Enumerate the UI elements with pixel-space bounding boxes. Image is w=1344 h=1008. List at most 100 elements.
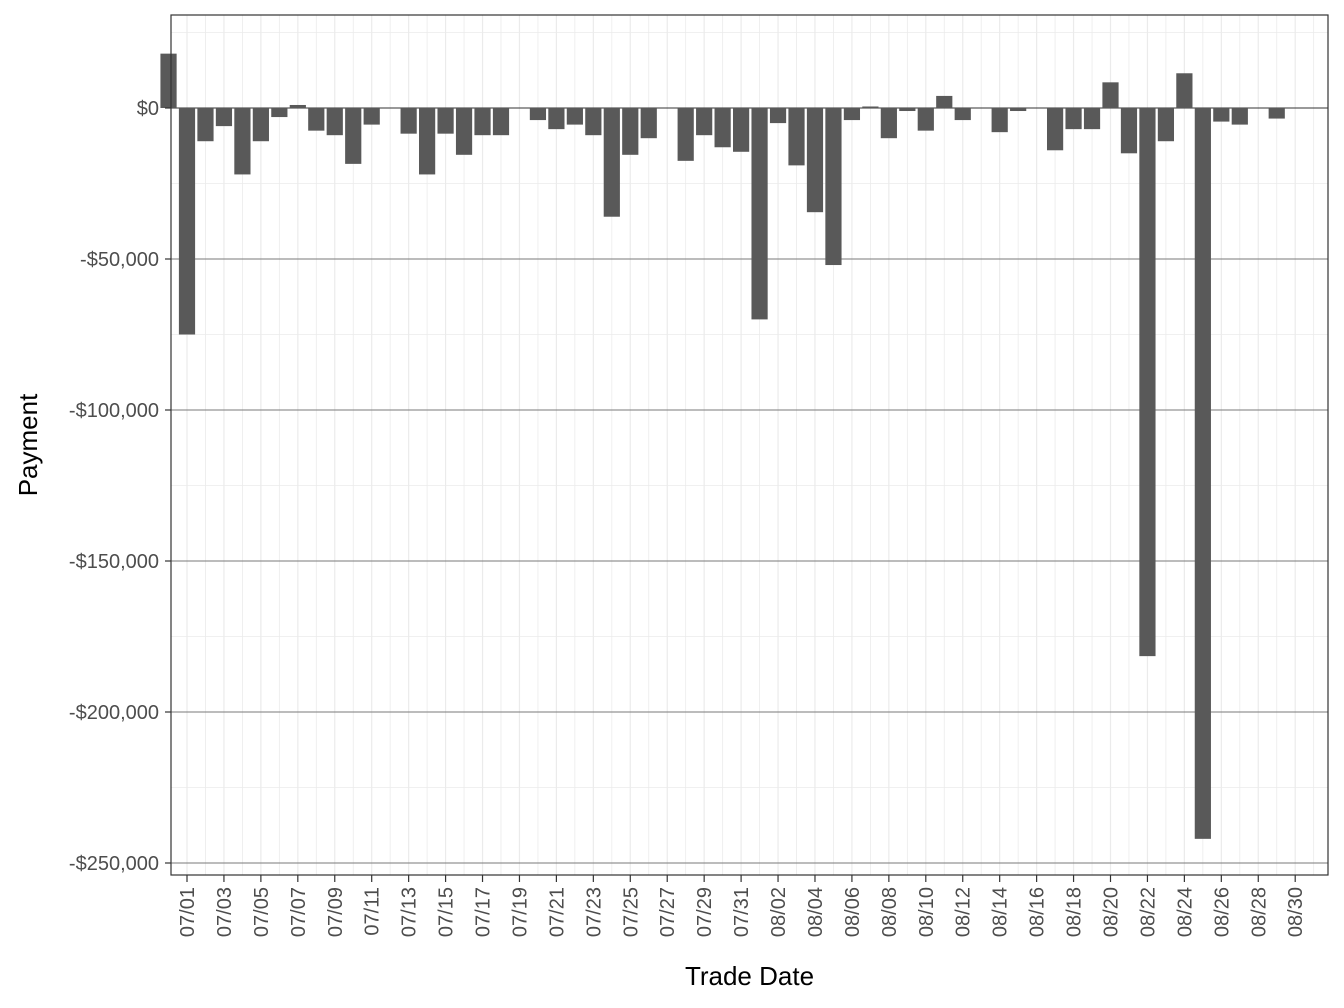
x-tick-label: 08/10 <box>916 887 938 937</box>
bar-08-22 <box>1139 108 1156 657</box>
bar-07-07 <box>289 104 306 108</box>
x-tick-label: 07/11 <box>362 887 384 936</box>
x-tick-label: 07/31 <box>731 887 753 937</box>
x-tick-label: 08/30 <box>1285 887 1307 937</box>
bar-08-05 <box>825 108 842 266</box>
x-tick-label: 07/19 <box>509 887 531 937</box>
x-tick-label: 08/26 <box>1211 887 1233 937</box>
x-axis: 07/01 07/03 07/05 07/07 07/09 07/11 07/13 07/15… <box>177 875 1307 937</box>
bar-08-23 <box>1157 108 1175 142</box>
y-tick-label: -$150,000 <box>69 551 159 573</box>
x-tick-label: 08/18 <box>1064 887 1086 937</box>
bar-08-15 <box>1010 108 1027 112</box>
x-tick-label: 07/15 <box>436 887 458 937</box>
bar-07-04 <box>234 108 251 175</box>
bar-08-12 <box>954 108 971 121</box>
y-tick-label: -$250,000 <box>69 853 159 875</box>
y-tick-label: -$100,000 <box>69 400 159 422</box>
y-axis-title: Payment <box>13 393 43 496</box>
bar-08-06 <box>843 108 861 121</box>
x-tick-label: 08/20 <box>1101 887 1123 937</box>
x-tick-label: 07/27 <box>657 887 679 937</box>
bar-07-25 <box>622 108 639 155</box>
x-axis-title: Trade Date <box>685 961 814 991</box>
x-tick-label: 08/12 <box>953 887 975 937</box>
bar-08-10 <box>917 108 934 131</box>
y-tick-label: -$200,000 <box>69 702 159 724</box>
x-tick-label: 07/07 <box>288 887 310 937</box>
x-tick-label: 07/05 <box>251 887 273 937</box>
x-tick-label: 08/22 <box>1137 887 1159 937</box>
bar-08-18 <box>1065 108 1082 130</box>
bar-08-11 <box>936 95 953 108</box>
bar-08-07 <box>862 106 879 108</box>
bar-08-08 <box>880 108 897 139</box>
bar-07-02 <box>197 108 214 142</box>
x-tick-label: 07/03 <box>214 887 236 937</box>
bar-08-02 <box>769 108 787 124</box>
x-tick-label: 08/08 <box>879 887 901 937</box>
x-tick-label: 07/09 <box>325 887 347 937</box>
bar-07-17 <box>474 108 491 136</box>
bar-07-20 <box>529 108 547 121</box>
bar-07-08 <box>308 108 325 131</box>
bar-07-11 <box>363 108 380 125</box>
x-tick-label: 08/06 <box>842 887 864 937</box>
bar-07-16 <box>455 108 473 155</box>
bar-08-04 <box>806 108 824 213</box>
x-tick-label: 08/28 <box>1248 887 1270 937</box>
bar-07-29 <box>696 108 713 136</box>
x-tick-label: 08/02 <box>768 887 790 937</box>
bar-08-21 <box>1120 108 1138 154</box>
bar-08-27 <box>1231 108 1248 125</box>
bar-07-06 <box>271 108 288 118</box>
bar-07-03 <box>215 108 233 127</box>
bar-07-26 <box>640 108 657 139</box>
bar-08-09 <box>899 108 916 112</box>
bars <box>160 53 1285 839</box>
bar-07-13 <box>400 108 417 134</box>
x-tick-label: 08/14 <box>990 887 1012 937</box>
bar-07-21 <box>548 108 565 130</box>
bar-07-24 <box>603 108 620 217</box>
bar-07-23 <box>585 108 602 136</box>
y-axis: $0 -$50,000 -$100,000 -$150,000 -$200,000 -$2… <box>69 98 171 875</box>
x-tick-label: 07/17 <box>473 887 495 937</box>
bar-08-20 <box>1102 82 1119 108</box>
bar-07-09 <box>326 108 343 136</box>
bar-07-01 <box>178 108 196 335</box>
bar-08-19 <box>1083 108 1101 130</box>
bar-07-10 <box>345 108 362 164</box>
x-tick-label: 08/24 <box>1174 887 1196 937</box>
bar-08-17 <box>1046 108 1064 151</box>
bar-07-14 <box>419 108 436 175</box>
bar-08-24 <box>1176 73 1193 108</box>
bar-07-05 <box>252 108 269 142</box>
x-tick-label: 07/13 <box>399 887 421 937</box>
x-tick-label: 08/04 <box>805 887 827 937</box>
x-tick-label: 07/23 <box>583 887 605 937</box>
bar-07-22 <box>566 108 583 125</box>
x-tick-label: 07/29 <box>694 887 716 937</box>
bar-08-01 <box>751 108 768 320</box>
bar-08-03 <box>788 108 805 166</box>
bar-08-29 <box>1268 108 1285 119</box>
bar-07-28 <box>677 108 694 161</box>
bar-06-30 <box>160 53 177 108</box>
bar-07-18 <box>492 108 510 136</box>
plot-panel-border <box>170 14 1329 876</box>
plot-background <box>171 15 1328 875</box>
bar-07-15 <box>437 108 454 134</box>
x-tick-label: 08/16 <box>1027 887 1049 937</box>
y-tick-label: -$50,000 <box>80 249 159 271</box>
y-tick-label: $0 <box>137 98 159 120</box>
bar-08-14 <box>991 108 1008 133</box>
x-tick-label: 07/25 <box>620 887 642 937</box>
bar-07-30 <box>714 108 731 148</box>
bar-08-25 <box>1194 108 1211 839</box>
bar-07-31 <box>733 108 750 152</box>
grid-lines <box>171 15 1328 875</box>
x-tick-label: 07/01 <box>177 887 199 937</box>
